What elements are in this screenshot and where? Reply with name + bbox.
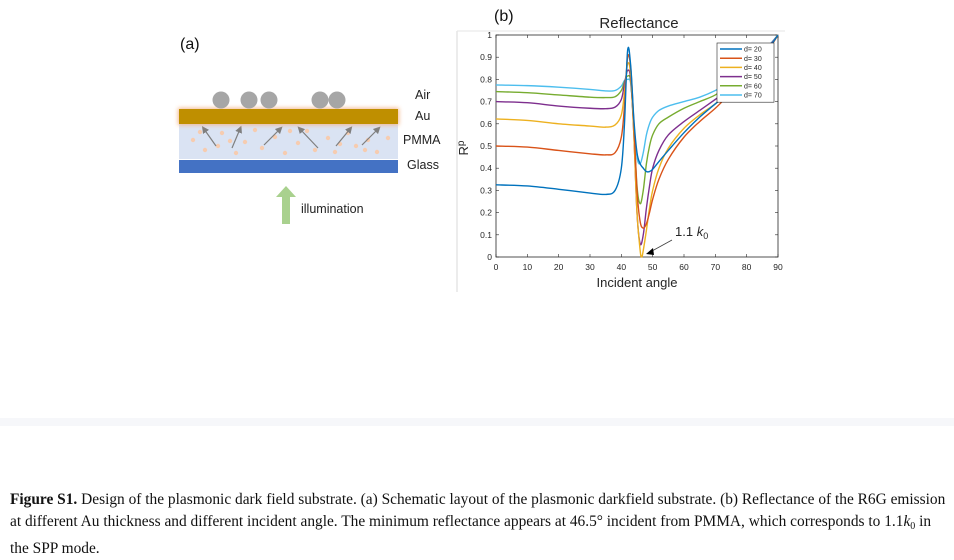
plasmonic-substrate-schematic <box>178 91 399 224</box>
r6g-emitters <box>190 127 391 156</box>
series-line-d20 <box>495 34 779 196</box>
au-label: Au <box>415 109 431 123</box>
glass-layer <box>179 160 398 173</box>
y-tick-label: 0.5 <box>480 141 492 151</box>
figure-caption: Figure S1. Design of the plasmonic dark … <box>10 489 950 560</box>
y-tick-label: 0.9 <box>480 52 492 62</box>
panel-a-label: (a) <box>180 36 200 53</box>
x-tick-label: 40 <box>617 262 627 272</box>
series-line-d70 <box>495 34 779 165</box>
annotation-label: 1.1 k0 <box>675 224 708 241</box>
emission-arrows <box>201 125 381 149</box>
annotation-arrow-line <box>651 239 673 252</box>
x-tick-label: 80 <box>742 262 752 272</box>
au-layer <box>179 109 398 124</box>
legend-entry: d= 60 <box>744 83 762 90</box>
gold-nanoparticles <box>212 91 346 109</box>
annotation-arrowhead-icon <box>646 248 654 255</box>
legend-entry: d= 70 <box>744 93 762 100</box>
y-tick-label: 0.7 <box>480 97 492 107</box>
pmma-label: PMMA <box>403 133 441 147</box>
x-tick-label: 20 <box>554 262 564 272</box>
illumination-label: illumination <box>301 202 364 216</box>
legend-entry: d= 20 <box>744 47 762 54</box>
y-tick-label: 0 <box>487 252 492 262</box>
legend-box <box>716 42 775 103</box>
air-label: Air <box>415 88 431 102</box>
chart-title: Reflectance <box>599 15 678 32</box>
series-line-d50 <box>495 34 779 246</box>
y-tick-label: 0.6 <box>480 119 492 129</box>
x-tick-label: 70 <box>711 262 721 272</box>
caption-text-end: in the SPP mode. <box>10 513 932 557</box>
legend-entry: d= 30 <box>744 56 762 63</box>
x-tick-label: 30 <box>585 262 595 272</box>
caption-k-subscript: 0 <box>910 521 916 532</box>
reflectance-chart: Reflectance 0 10 20 30 40 50 60 70 80 90 0 0.1 0.2 0.… <box>456 15 785 292</box>
y-tick-label: 0.1 <box>480 230 492 240</box>
series-line-d60 <box>495 34 779 205</box>
x-tick-label: 60 <box>679 262 689 272</box>
x-tick-label: 50 <box>648 262 658 272</box>
panel-b-label: (b) <box>494 8 514 25</box>
caption-figure-label: Figure S1. <box>10 491 78 508</box>
caption-text: Design of the plasmonic dark field subst… <box>10 491 946 530</box>
x-tick-label: 0 <box>494 262 499 272</box>
y-axis-label: Rp <box>456 140 471 155</box>
x-axis-label: Incident angle <box>597 275 678 290</box>
y-tick-label: 0.2 <box>480 208 492 218</box>
series-line-d30 <box>495 34 779 229</box>
y-tick-label: 0.8 <box>480 74 492 84</box>
x-tick-label: 10 <box>523 262 533 272</box>
legend-entry: d= 50 <box>744 74 762 81</box>
y-tick-label: 0.4 <box>480 163 492 173</box>
legend-entry: d= 40 <box>744 65 762 72</box>
x-tick-label: 90 <box>773 262 783 272</box>
page-separator <box>0 418 954 426</box>
glass-label: Glass <box>407 158 439 172</box>
y-tick-label: 0.3 <box>480 185 492 195</box>
y-tick-label: 1 <box>487 30 492 40</box>
caption-k-symbol: k <box>903 513 911 530</box>
illumination-arrow-icon <box>276 186 296 224</box>
